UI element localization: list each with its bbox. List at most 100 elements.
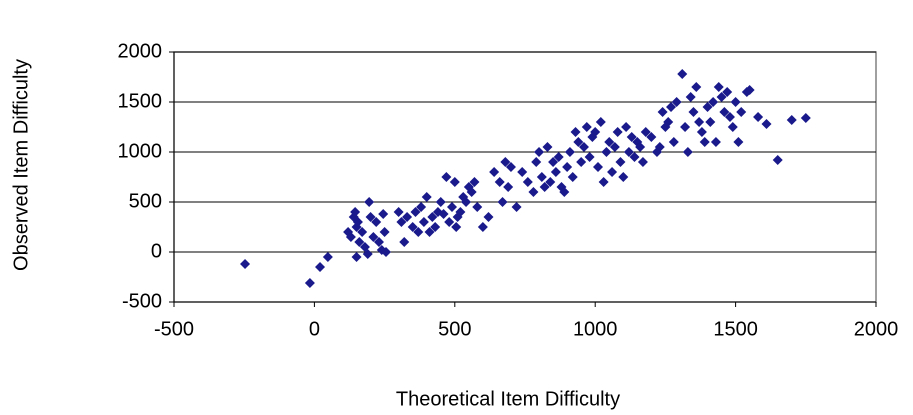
scatter-point [612, 127, 623, 137]
scatter-point [449, 177, 460, 187]
scatter-point [522, 177, 533, 187]
scatter-point [727, 122, 738, 132]
scatter-point [595, 117, 606, 127]
scatter-point [559, 187, 570, 197]
scatter-point [562, 162, 573, 172]
scatter-point [761, 119, 772, 129]
scatter-point [545, 177, 556, 187]
y-tick-label: 500 [129, 190, 162, 212]
scatter-point [354, 237, 365, 247]
scatter-point [542, 142, 553, 152]
scatter-point [399, 237, 410, 247]
x-tick-label: 2000 [854, 318, 899, 340]
scatter-point [621, 122, 632, 132]
scatter-point [719, 107, 730, 117]
scatter-point [609, 142, 620, 152]
scatter-point [666, 102, 677, 112]
scatter-point [800, 113, 811, 123]
scatter-point [472, 202, 483, 212]
scatter-point [722, 87, 733, 97]
scatter-point [393, 207, 404, 217]
scatter-point [511, 202, 522, 212]
scatter-point [696, 127, 707, 137]
plot-frame [173, 51, 877, 303]
scatter-point [685, 92, 696, 102]
scatter-point [618, 172, 629, 182]
y-tick-label: -500 [122, 290, 162, 312]
scatter-point [430, 222, 441, 232]
scatter-point [623, 147, 634, 157]
scatter-point [373, 237, 384, 247]
scatter-point [668, 137, 679, 147]
scatter-point [371, 217, 382, 227]
scatter-point [379, 227, 390, 237]
scatter-point [713, 82, 724, 92]
scatter-point [646, 132, 657, 142]
scatter-point [772, 155, 783, 165]
scatter-point [500, 157, 511, 167]
scatter-point [786, 115, 797, 125]
scatter-point [410, 207, 421, 217]
scatter-point [573, 137, 584, 147]
scatter-point [567, 172, 578, 182]
scatter-point [733, 137, 744, 147]
scatter-point [691, 82, 702, 92]
x-tick-label: 500 [438, 318, 471, 340]
scatter-point [350, 207, 361, 217]
scatter-point [362, 249, 373, 259]
x-axis-title: Theoretical Item Difficulty [396, 388, 620, 410]
scatter-point [677, 69, 688, 79]
scatter-point [688, 107, 699, 117]
scatter-point [441, 172, 452, 182]
scatter-point [629, 152, 640, 162]
scatter-point [548, 157, 559, 167]
scatter-point [424, 227, 435, 237]
scatter-point [637, 157, 648, 167]
scatter-point [604, 137, 615, 147]
scatter-point [702, 102, 713, 112]
x-tick-label: 1000 [573, 318, 618, 340]
scatter-point [435, 197, 446, 207]
scatter-point [352, 217, 363, 227]
scatter-point [528, 187, 539, 197]
scatter-point [315, 262, 326, 272]
scatter-point [607, 167, 618, 177]
scatter-point [590, 127, 601, 137]
scatter-point [601, 147, 612, 157]
scatter-point [489, 167, 500, 177]
scatter-point [657, 107, 668, 117]
scatter-point [708, 97, 719, 107]
scatter-point [716, 92, 727, 102]
scatter-point [345, 232, 356, 242]
scatter-point [483, 212, 494, 222]
scatter-point [503, 182, 514, 192]
scatter-point [351, 252, 362, 262]
y-tick-label: 1500 [118, 90, 163, 112]
scatter-point [402, 212, 413, 222]
scatter-point [710, 137, 721, 147]
y-tick-label: 2000 [118, 40, 163, 62]
scatter-point [593, 162, 604, 172]
scatter-point [536, 172, 547, 182]
scatter-point [396, 217, 407, 227]
scatter-point [584, 152, 595, 162]
scatter-point [497, 197, 508, 207]
scatter-point [438, 209, 449, 219]
scatter-point [477, 222, 488, 232]
scatter-point [534, 147, 545, 157]
scatter-point [461, 197, 472, 207]
scatter-point [407, 222, 418, 232]
scatter-point [724, 112, 735, 122]
scatter-point [469, 177, 480, 187]
scatter-point [368, 232, 379, 242]
scatter-point [570, 127, 581, 137]
scatter-point [364, 197, 375, 207]
scatter-point [378, 209, 389, 219]
scatter-point [240, 259, 251, 269]
scatter-point [564, 147, 575, 157]
scatter-point [444, 217, 455, 227]
scatter-point [427, 212, 438, 222]
scatter-point [539, 182, 550, 192]
scatter-point [671, 97, 682, 107]
